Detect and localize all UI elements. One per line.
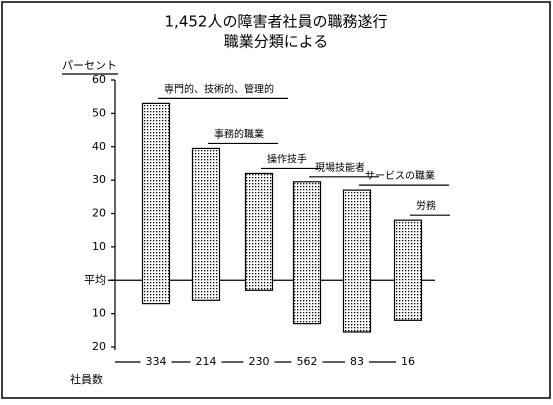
category-label: 労務 <box>416 199 436 212</box>
bar <box>141 102 171 305</box>
category-label: サービスの職業 <box>365 169 435 182</box>
bar <box>393 219 423 321</box>
category-label: 事務的職業 <box>214 127 264 140</box>
bar <box>244 172 274 291</box>
y-tick-label: 30 <box>92 173 106 186</box>
y-tick-label: 20 <box>92 340 106 353</box>
bar <box>292 181 322 325</box>
y-tick-label: 平均 <box>84 273 106 286</box>
y-tick-label: 20 <box>92 207 106 220</box>
y-tick-label: 40 <box>92 140 106 153</box>
category-label: 専門的、技術的、管理的 <box>164 82 274 95</box>
y-axis-label: パーセント <box>62 59 117 72</box>
y-tick-label: 60 <box>92 73 106 86</box>
count: 16 <box>401 355 415 368</box>
count: 562 <box>297 355 318 368</box>
count: 83 <box>350 355 364 368</box>
y-tick-label: 10 <box>92 240 106 253</box>
count: 334 <box>146 355 167 368</box>
count: 214 <box>196 355 217 368</box>
chart-title: 1,452人の障害者社員の職務遂行 <box>165 13 388 31</box>
category-label: 現場技能者 <box>315 161 365 174</box>
chart-subtitle: 職業分類による <box>224 33 329 51</box>
y-tick-label: 10 <box>92 307 106 320</box>
bar <box>342 189 372 333</box>
bar <box>191 147 221 301</box>
y-tick-label: 50 <box>92 106 106 119</box>
category-label: 操作技手 <box>267 152 307 165</box>
frame <box>1 1 551 399</box>
counts-label: 社員数 <box>70 372 103 386</box>
count: 230 <box>249 355 270 368</box>
